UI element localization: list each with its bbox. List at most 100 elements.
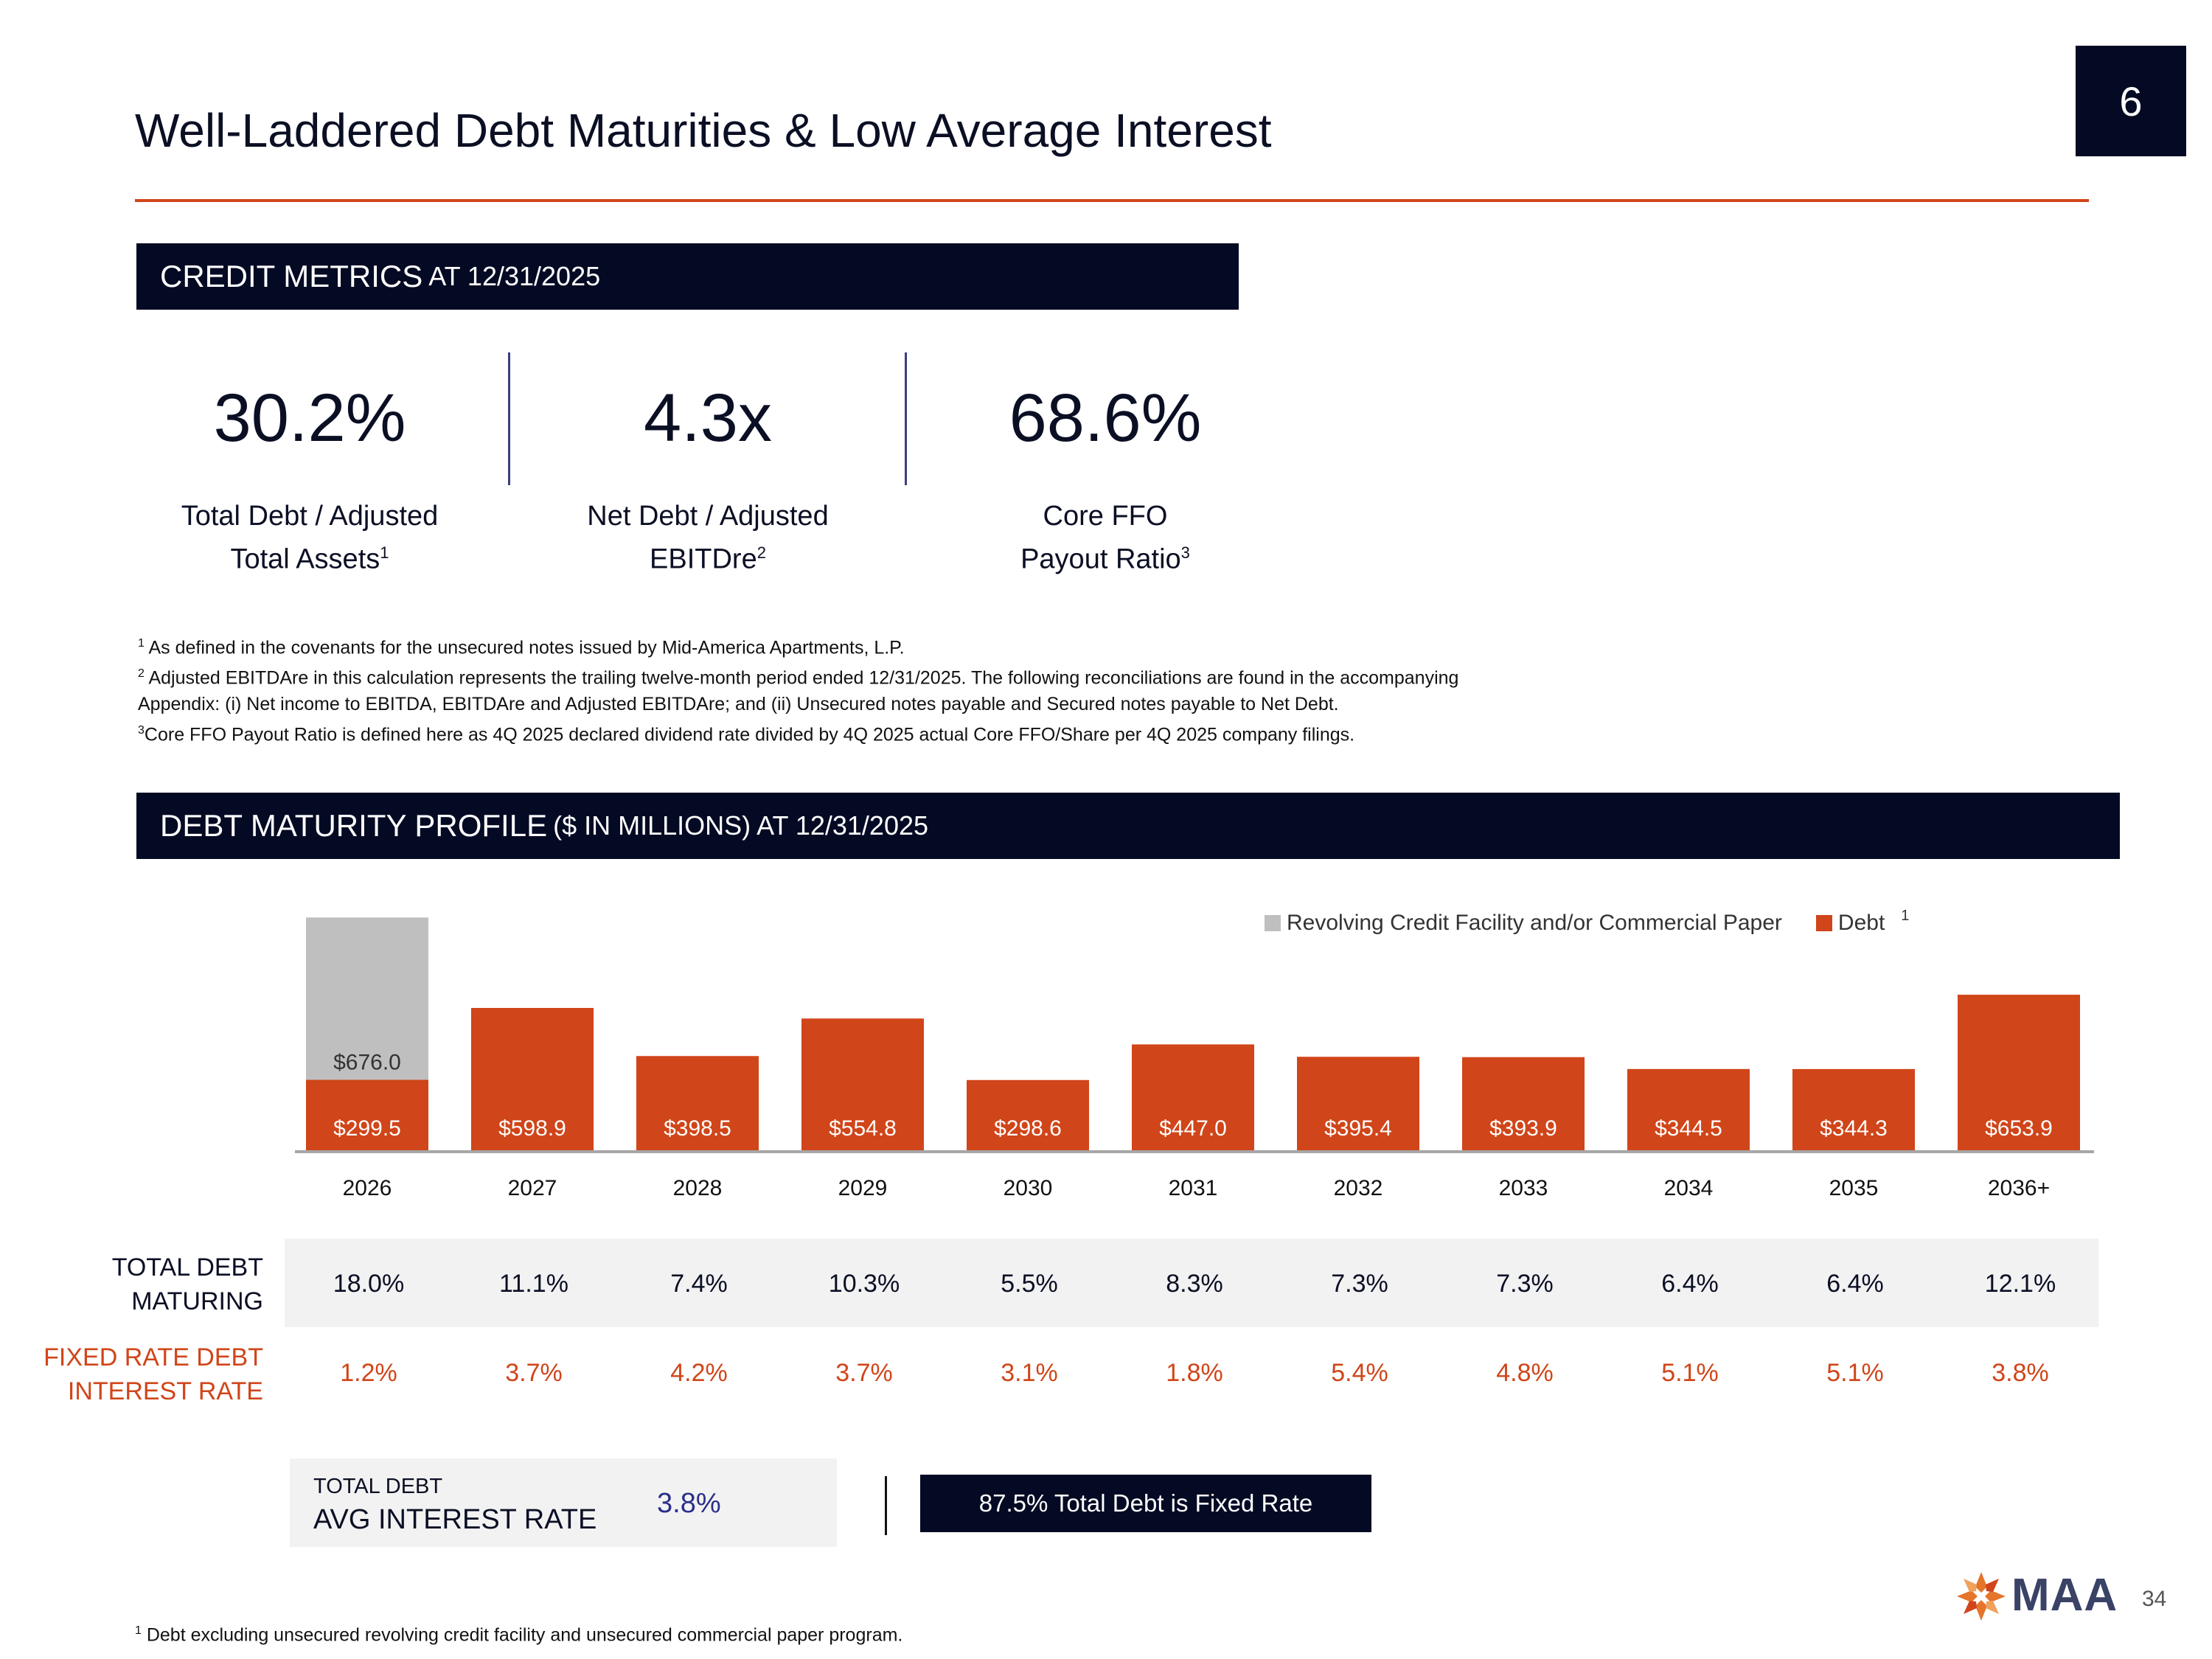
- x-tick-2032: 2032: [1334, 1176, 1383, 1200]
- footnote: 1 As defined in the covenants for the un…: [138, 630, 1834, 661]
- footnote-text: Appendix: (i) Net income to EBITDA, EBIT…: [138, 693, 1339, 714]
- metric-label-line2: Total Assets: [230, 543, 380, 575]
- avg-interest-rate-box: TOTAL DEBT AVG INTEREST RATE 3.8%: [290, 1458, 837, 1547]
- fixed-rate-interest-cell: 5.1%: [1826, 1359, 1884, 1387]
- footnote-marker: 1: [138, 637, 145, 650]
- bar-debt-2034: [1627, 1068, 1750, 1152]
- divider-mark: [885, 1476, 887, 1535]
- label-debt-2030: $298.6: [994, 1116, 1062, 1141]
- footnote-text: Debt excluding unsecured revolving credi…: [141, 1624, 903, 1646]
- footnote-text: Core FFO Payout Ratio is defined here as…: [144, 723, 1355, 745]
- bar-debt-2027: [471, 1007, 594, 1152]
- metric-divider: [905, 352, 907, 485]
- footnote-text: Adjusted EBITDAre in this calculation re…: [144, 667, 1459, 689]
- legend-label-revolving: Revolving Credit Facility and/or Commerc…: [1287, 911, 1782, 935]
- fixed-rate-interest-cell: 3.7%: [835, 1359, 893, 1387]
- fixed-rate-interest-cell: 3.8%: [1992, 1359, 2049, 1387]
- avg-rate-value: 3.8%: [657, 1488, 721, 1519]
- maa-logo-text: MAA: [2011, 1570, 2118, 1621]
- label-debt-2028: $398.5: [664, 1116, 731, 1141]
- credit-footnotes: 1 As defined in the covenants for the un…: [138, 630, 1834, 748]
- footnote-marker: 3: [138, 723, 145, 737]
- total-debt-maturing-cell: 5.5%: [1001, 1270, 1058, 1298]
- bar-debt-2030: [967, 1079, 1089, 1152]
- bar-debt-2035: [1792, 1068, 1915, 1152]
- footnote-text: As defined in the covenants for the unse…: [144, 637, 905, 658]
- metric-label-line2: Payout Ratio: [1020, 543, 1181, 575]
- metric-label-line1: Net Debt / Adjusted: [587, 501, 829, 532]
- metric-divider: [508, 352, 510, 485]
- footnote: 2 Adjusted EBITDAre in this calculation …: [138, 661, 1834, 691]
- label-debt-2027: $598.9: [498, 1116, 566, 1141]
- row-label-line1: FIXED RATE DEBT: [44, 1343, 263, 1371]
- label-debt-2036+: $653.9: [1985, 1116, 2053, 1141]
- x-tick-2036+: 2036+: [1988, 1176, 2050, 1200]
- bar-debt-2036+: [1958, 995, 2080, 1152]
- label-revolving-2026: $676.0: [333, 1050, 401, 1074]
- credit-metrics-header: CREDIT METRICS AT 12/31/2025: [136, 243, 1239, 310]
- x-tick-2028: 2028: [673, 1176, 723, 1200]
- legend-swatch-revolving: [1265, 915, 1281, 931]
- x-tick-2026: 2026: [343, 1176, 392, 1200]
- x-tick-2035: 2035: [1829, 1176, 1879, 1200]
- x-tick-2029: 2029: [838, 1176, 888, 1200]
- avg-rate-label-top: TOTAL DEBT: [313, 1475, 443, 1498]
- x-tick-2033: 2033: [1499, 1176, 1548, 1200]
- fixed-rate-note: 87.5% Total Debt is Fixed Rate: [920, 1475, 1371, 1532]
- debt-profile-subtitle: ($ IN MILLIONS) AT 12/31/2025: [553, 810, 929, 841]
- fixed-rate-interest-cell: 4.2%: [670, 1359, 728, 1387]
- bar-debt-2028: [636, 1056, 759, 1152]
- metric-label-line1: Core FFO: [1043, 501, 1168, 532]
- row-label-line1: TOTAL DEBT: [111, 1253, 263, 1281]
- credit-metrics-subtitle: AT 12/31/2025: [428, 261, 601, 291]
- label-debt-2034: $344.5: [1655, 1116, 1722, 1141]
- metric-value-net-debt-ebitdre: 4.3x: [644, 380, 772, 456]
- legend-swatch-debt: [1815, 915, 1832, 931]
- total-debt-maturing-cell: 6.4%: [1826, 1270, 1884, 1298]
- avg-rate-label-main: AVG INTEREST RATE: [313, 1504, 597, 1535]
- metric-label-line2: EBITDre: [650, 543, 757, 575]
- legend-label-debt: Debt: [1837, 911, 1885, 935]
- total-debt-maturing-cell: 10.3%: [828, 1270, 900, 1298]
- fixed-rate-interest-cell: 3.7%: [505, 1359, 563, 1387]
- credit-metrics-title: CREDIT METRICS: [160, 259, 423, 293]
- fixed-rate-interest-cell: 1.2%: [340, 1359, 397, 1387]
- total-debt-maturing-cell: 7.4%: [670, 1270, 728, 1298]
- debt-maturity-chart: $676.0 $299.5 2026 $598.9 2027 $398.5 2028 $554…: [295, 917, 2094, 1200]
- bar-debt-2029: [801, 1018, 924, 1152]
- x-tick-2034: 2034: [1664, 1176, 1714, 1200]
- debt-profile-title: DEBT MATURITY PROFILE: [160, 808, 548, 843]
- total-debt-maturing-cell: 7.3%: [1496, 1270, 1554, 1298]
- total-debt-maturing-cell: 11.1%: [499, 1270, 568, 1298]
- label-debt-2031: $447.0: [1159, 1116, 1227, 1141]
- title-divider: [135, 199, 2089, 202]
- metric-value-debt-to-assets: 30.2%: [213, 380, 406, 456]
- total-debt-maturing-band: [285, 1239, 2098, 1327]
- label-debt-2026: $299.5: [333, 1116, 401, 1141]
- legend-footnote-ref: 1: [1901, 907, 1910, 924]
- x-tick-2031: 2031: [1169, 1176, 1218, 1200]
- label-debt-2032: $395.4: [1324, 1116, 1392, 1141]
- bar-revolving-2026: [306, 917, 428, 1080]
- debt-profile-header: DEBT MATURITY PROFILE ($ IN MILLIONS) AT…: [136, 793, 2120, 859]
- total-debt-maturing-cell: 7.3%: [1331, 1270, 1388, 1298]
- metric-label-net-debt-ebitdre: Net Debt / Adjusted EBITDre2: [524, 498, 892, 578]
- footnote-marker: 1: [135, 1624, 142, 1637]
- section-number-badge: 6: [2076, 46, 2186, 156]
- bar-debt-2026: [306, 1079, 428, 1152]
- metric-label-line1: Total Debt / Adjusted: [181, 501, 439, 532]
- metric-label-ffo-payout: Core FFO Payout Ratio3: [921, 498, 1290, 578]
- fixed-rate-interest-cell: 4.8%: [1496, 1359, 1554, 1387]
- total-debt-maturing-cell: 8.3%: [1166, 1270, 1223, 1298]
- total-debt-maturing-cell: 12.1%: [1984, 1270, 2056, 1298]
- x-tick-2030: 2030: [1004, 1176, 1053, 1200]
- fixed-rate-interest-cell: 1.8%: [1166, 1359, 1223, 1387]
- footnote: Appendix: (i) Net income to EBITDA, EBIT…: [138, 692, 1834, 717]
- fixed-rate-interest-cell: 5.4%: [1331, 1359, 1388, 1387]
- row-label-line2: INTEREST RATE: [67, 1377, 263, 1405]
- footnote-ref: 1: [380, 543, 389, 562]
- label-debt-2029: $554.8: [829, 1116, 897, 1141]
- fixed-rate-interest-label: FIXED RATE DEBT INTEREST RATE: [13, 1340, 263, 1408]
- footnote-marker: 2: [138, 667, 145, 681]
- label-debt-2035: $344.3: [1820, 1116, 1888, 1141]
